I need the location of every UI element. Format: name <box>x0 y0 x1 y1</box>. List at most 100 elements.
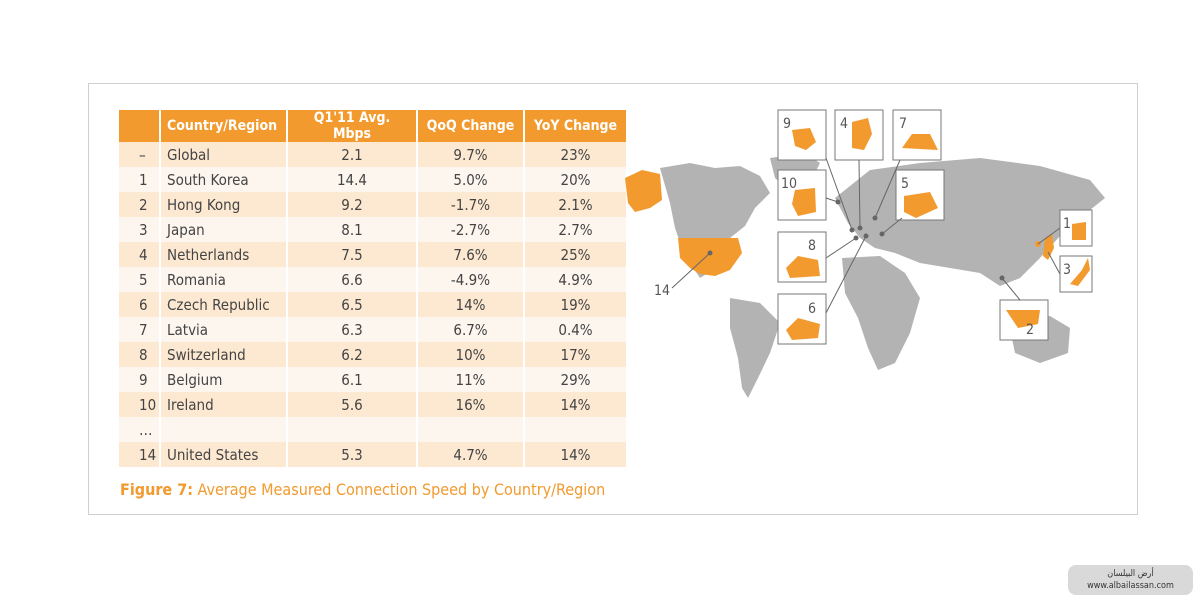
table-cell: 9 <box>119 367 159 392</box>
south-america-land <box>730 298 780 398</box>
table-cell: 7 <box>119 317 159 342</box>
table-cell: 2.1 <box>288 142 416 167</box>
table-row: 4 Netherlands 7.5 7.6% 25% <box>119 242 626 267</box>
japan-highlight <box>1043 234 1054 260</box>
table-cell: 17% <box>525 342 626 367</box>
table-cell: – <box>119 142 159 167</box>
table-cell: 5.6 <box>288 392 416 417</box>
figure-caption: Figure 7: Average Measured Connection Sp… <box>120 480 605 499</box>
table-cell: Ireland <box>161 392 286 417</box>
table-cell: 9.2 <box>288 192 416 217</box>
table-row: 1 South Korea 14.4 5.0% 20% <box>119 167 626 192</box>
table-cell: -4.9% <box>418 267 523 292</box>
callout-10 <box>777 169 827 221</box>
table-cell: 6.1 <box>288 367 416 392</box>
table-cell: 14% <box>525 442 626 467</box>
callout-5 <box>895 169 945 221</box>
table-cell: Romania <box>161 267 286 292</box>
table-cell: Belgium <box>161 367 286 392</box>
table-cell: 19% <box>525 292 626 317</box>
leader-lines <box>671 157 1061 314</box>
callout-8 <box>777 231 827 283</box>
speed-table: Country/Region Q1'11 Avg. Mbps QoQ Chang… <box>117 110 628 467</box>
table-cell: -2.7% <box>418 217 523 242</box>
table-row: 6 Czech Republic 6.5 14% 19% <box>119 292 626 317</box>
header-qoq: QoQ Change <box>418 110 523 142</box>
table-cell: 20% <box>525 167 626 192</box>
table-cell: 29% <box>525 367 626 392</box>
callout-label-6: 6 <box>808 301 816 317</box>
table-cell: Netherlands <box>161 242 286 267</box>
table-header-row: Country/Region Q1'11 Avg. Mbps QoQ Chang… <box>119 110 626 142</box>
table-cell: 2 <box>119 192 159 217</box>
table-cell: 6.6 <box>288 267 416 292</box>
watermark: أرض البيلسان www.albailassan.com <box>1068 565 1193 595</box>
table-cell: 2.1% <box>525 192 626 217</box>
table-cell: 7.5 <box>288 242 416 267</box>
table-cell: 3 <box>119 217 159 242</box>
table-row: … <box>119 417 626 442</box>
table-row: 9 Belgium 6.1 11% 29% <box>119 367 626 392</box>
callout-label-3: 3 <box>1063 262 1071 278</box>
table-cell: 14% <box>525 392 626 417</box>
table-cell: 6 <box>119 292 159 317</box>
watermark-line2: www.albailassan.com <box>1087 581 1174 591</box>
table-row: 2 Hong Kong 9.2 -1.7% 2.1% <box>119 192 626 217</box>
table-cell: Latvia <box>161 317 286 342</box>
table-cell: 6.7% <box>418 317 523 342</box>
table-cell: … <box>119 417 159 442</box>
usa-highlight <box>678 238 742 276</box>
callout-label-4: 4 <box>840 116 848 132</box>
header-avg-mbps: Q1'11 Avg. Mbps <box>288 110 416 142</box>
table-cell <box>418 417 523 442</box>
table-row: 8 Switzerland 6.2 10% 17% <box>119 342 626 367</box>
table-cell: Japan <box>161 217 286 242</box>
table-cell: 8 <box>119 342 159 367</box>
table-cell: 23% <box>525 142 626 167</box>
table-cell: -1.7% <box>418 192 523 217</box>
table-row: 7 Latvia 6.3 6.7% 0.4% <box>119 317 626 342</box>
table-cell: 4.7% <box>418 442 523 467</box>
table-cell <box>161 417 286 442</box>
leader-dots <box>707 199 885 256</box>
table-row: 5 Romania 6.6 -4.9% 4.9% <box>119 267 626 292</box>
table-cell: Switzerland <box>161 342 286 367</box>
table-cell: 4 <box>119 242 159 267</box>
callout-label-2: 2 <box>1026 322 1034 338</box>
alaska-highlight <box>625 170 662 212</box>
callout-6 <box>777 293 827 345</box>
callout-label-5: 5 <box>901 176 909 192</box>
table-cell: 10% <box>418 342 523 367</box>
table-cell: 6.5 <box>288 292 416 317</box>
callout-label-10: 10 <box>781 176 797 192</box>
callout-label-9: 9 <box>783 116 791 132</box>
table-cell: 0.4% <box>525 317 626 342</box>
table-cell: 25% <box>525 242 626 267</box>
table-cell: 11% <box>418 367 523 392</box>
header-country: Country/Region <box>161 110 286 142</box>
header-yoy: YoY Change <box>525 110 626 142</box>
callout-label-14: 14 <box>654 283 670 299</box>
callout-label-1: 1 <box>1063 216 1071 232</box>
africa-land <box>842 256 920 370</box>
callout-1 <box>1059 209 1093 247</box>
callout-label-7: 7 <box>899 116 907 132</box>
table-cell: 4.9% <box>525 267 626 292</box>
callout-9 <box>777 109 827 161</box>
table-cell <box>525 417 626 442</box>
table-cell: 10 <box>119 392 159 417</box>
table-row: – Global 2.1 9.7% 23% <box>119 142 626 167</box>
table-cell: Czech Republic <box>161 292 286 317</box>
callout-label-8: 8 <box>808 238 816 254</box>
table-cell: 6.2 <box>288 342 416 367</box>
callout-7 <box>892 109 942 161</box>
table-cell: South Korea <box>161 167 286 192</box>
table-cell: 9.7% <box>418 142 523 167</box>
callout-4 <box>834 109 884 161</box>
world-map: 9 4 7 10 5 8 6 1 3 2 14 <box>625 109 1105 398</box>
callout-2 <box>999 299 1049 341</box>
table-cell: 7.6% <box>418 242 523 267</box>
table-cell: 14.4 <box>288 167 416 192</box>
header-rank <box>119 110 159 142</box>
table-cell <box>288 417 416 442</box>
